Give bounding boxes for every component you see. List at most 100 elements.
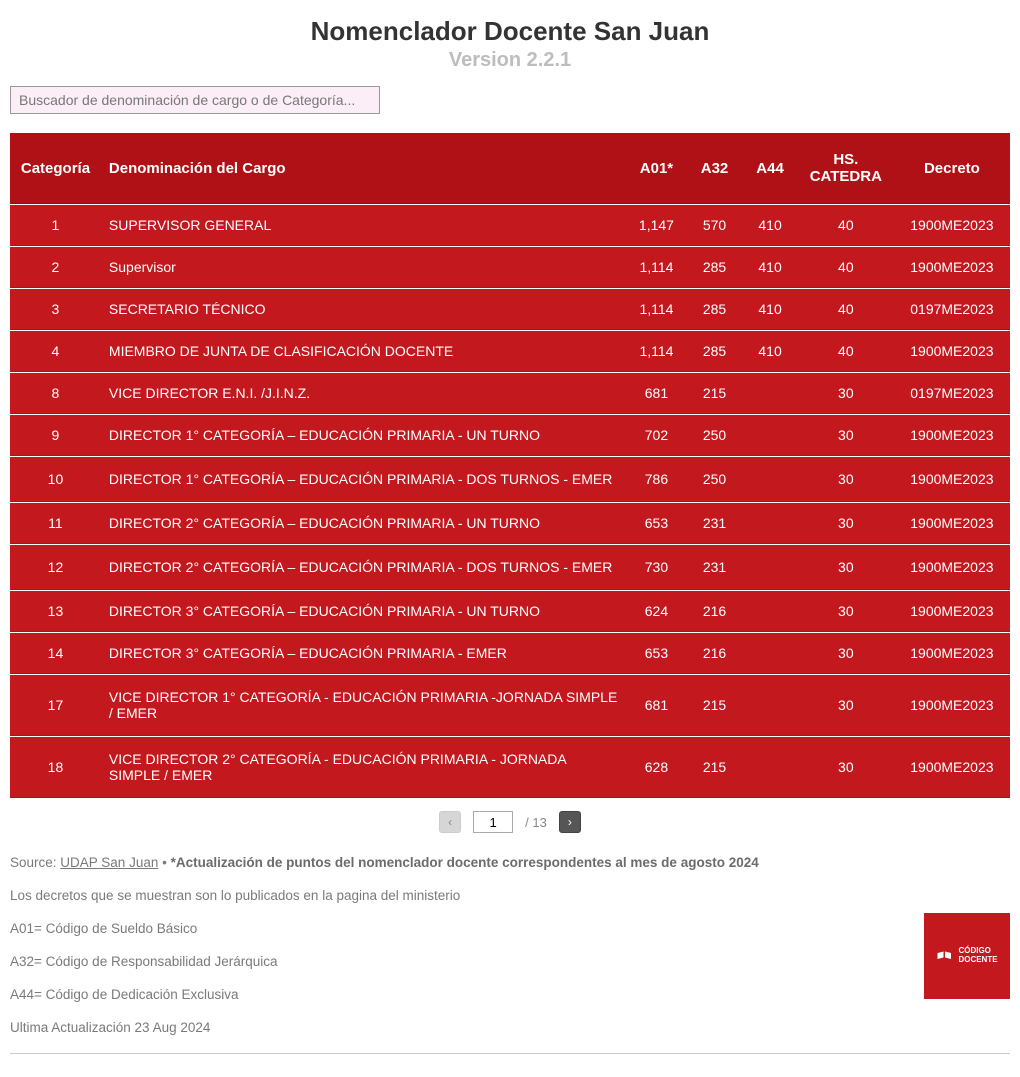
cell-denominacion: VICE DIRECTOR 2° CATEGORÍA - EDUCACIÓN P…	[101, 737, 626, 798]
cell-categoria: 13	[10, 591, 101, 632]
cell-a01: 628	[626, 737, 687, 798]
cell-a01: 702	[626, 415, 687, 456]
cell-hs: 30	[798, 737, 894, 798]
cell-categoria: 11	[10, 503, 101, 544]
cell-a32: 250	[687, 457, 743, 502]
cell-decreto: 1900ME2023	[894, 457, 1010, 502]
cell-denominacion: SECRETARIO TÉCNICO	[101, 289, 626, 330]
table-row[interactable]: 13DIRECTOR 3° CATEGORÍA – EDUCACIÓN PRIM…	[10, 591, 1010, 632]
cell-denominacion: DIRECTOR 1° CATEGORÍA – EDUCACIÓN PRIMAR…	[101, 415, 626, 456]
cell-hs: 30	[798, 633, 894, 674]
cell-a01: 730	[626, 545, 687, 590]
cell-hs: 40	[798, 205, 894, 246]
col-header-decreto[interactable]: Decreto	[894, 133, 1010, 204]
cell-denominacion: SUPERVISOR GENERAL	[101, 205, 626, 246]
cell-a01: 624	[626, 591, 687, 632]
cell-denominacion: DIRECTOR 3° CATEGORÍA – EDUCACIÓN PRIMAR…	[101, 633, 626, 674]
cell-decreto: 1900ME2023	[894, 247, 1010, 288]
cell-denominacion: DIRECTOR 3° CATEGORÍA – EDUCACIÓN PRIMAR…	[101, 591, 626, 632]
cell-hs: 30	[798, 675, 894, 736]
table-row[interactable]: 17VICE DIRECTOR 1° CATEGORÍA - EDUCACIÓN…	[10, 675, 1010, 736]
table-row[interactable]: 8VICE DIRECTOR E.N.I. /J.I.N.Z.681215300…	[10, 373, 1010, 414]
cell-categoria: 12	[10, 545, 101, 590]
cell-categoria: 4	[10, 331, 101, 372]
cell-a01: 786	[626, 457, 687, 502]
source-sep: •	[158, 855, 170, 870]
table-row[interactable]: 2Supervisor1,114285410401900ME2023	[10, 247, 1010, 288]
col-header-hs-catedra[interactable]: HS. CATEDRA	[798, 133, 894, 204]
table-row[interactable]: 9DIRECTOR 1° CATEGORÍA – EDUCACIÓN PRIMA…	[10, 415, 1010, 456]
cell-a44	[742, 457, 798, 502]
col-header-a44[interactable]: A44	[742, 133, 798, 204]
table-row[interactable]: 1SUPERVISOR GENERAL1,147570410401900ME20…	[10, 205, 1010, 246]
cell-decreto: 1900ME2023	[894, 545, 1010, 590]
cell-decreto: 1900ME2023	[894, 205, 1010, 246]
cell-hs: 40	[798, 331, 894, 372]
cell-hs: 30	[798, 373, 894, 414]
cell-a44	[742, 675, 798, 736]
logo-book-icon	[936, 950, 954, 962]
col-header-categoria[interactable]: Categoría	[10, 133, 101, 204]
nomenclador-table: Categoría Denominación del Cargo A01* A3…	[10, 132, 1010, 799]
cell-a01: 1,147	[626, 205, 687, 246]
col-header-denominacion[interactable]: Denominación del Cargo	[101, 133, 626, 204]
source-link[interactable]: UDAP San Juan	[60, 855, 158, 870]
cell-a44	[742, 737, 798, 798]
cell-denominacion: DIRECTOR 1° CATEGORÍA – EDUCACIÓN PRIMAR…	[101, 457, 626, 502]
cell-decreto: 1900ME2023	[894, 503, 1010, 544]
pager-total-label: / 13	[525, 815, 547, 830]
cell-a44	[742, 415, 798, 456]
table-row[interactable]: 11DIRECTOR 2° CATEGORÍA – EDUCACIÓN PRIM…	[10, 503, 1010, 544]
col-header-a32[interactable]: A32	[687, 133, 743, 204]
cell-a32: 250	[687, 415, 743, 456]
table-row[interactable]: 12DIRECTOR 2° CATEGORÍA – EDUCACIÓN PRIM…	[10, 545, 1010, 590]
version-label: Version 2.2.1	[10, 49, 1010, 72]
cell-a44	[742, 373, 798, 414]
table-header-row: Categoría Denominación del Cargo A01* A3…	[10, 133, 1010, 204]
cell-a01: 1,114	[626, 331, 687, 372]
cell-a32: 285	[687, 331, 743, 372]
source-label: Source:	[10, 855, 60, 870]
table-row[interactable]: 4MIEMBRO DE JUNTA DE CLASIFICACIÓN DOCEN…	[10, 331, 1010, 372]
footer-a01-legend: A01= Código de Sueldo Básico	[10, 921, 1010, 936]
cell-decreto: 1900ME2023	[894, 675, 1010, 736]
cell-a44: 410	[742, 205, 798, 246]
cell-a32: 215	[687, 737, 743, 798]
pagination: ‹ / 13 ›	[10, 811, 1010, 833]
cell-a01: 1,114	[626, 289, 687, 330]
cell-a32: 285	[687, 289, 743, 330]
cell-decreto: 1900ME2023	[894, 591, 1010, 632]
col-header-a01[interactable]: A01*	[626, 133, 687, 204]
table-row[interactable]: 14DIRECTOR 3° CATEGORÍA – EDUCACIÓN PRIM…	[10, 633, 1010, 674]
cell-hs: 30	[798, 503, 894, 544]
cell-decreto: 1900ME2023	[894, 737, 1010, 798]
search-input[interactable]	[10, 86, 380, 114]
footer-decretos-note: Los decretos que se muestran son lo publ…	[10, 888, 1010, 903]
cell-categoria: 18	[10, 737, 101, 798]
logo-badge[interactable]: CÓDIGODOCENTE	[924, 913, 1010, 999]
cell-categoria: 3	[10, 289, 101, 330]
cell-categoria: 9	[10, 415, 101, 456]
cell-hs: 30	[798, 415, 894, 456]
cell-a01: 681	[626, 675, 687, 736]
pager-next-button[interactable]: ›	[559, 811, 581, 833]
footer-a44-legend: A44= Código de Dedicación Exclusiva	[10, 987, 1010, 1002]
cell-decreto: 1900ME2023	[894, 331, 1010, 372]
cell-categoria: 8	[10, 373, 101, 414]
cell-a32: 215	[687, 373, 743, 414]
source-update-note: *Actualización de puntos del nomenclador…	[171, 855, 759, 870]
cell-a44: 410	[742, 331, 798, 372]
table-row[interactable]: 18VICE DIRECTOR 2° CATEGORÍA - EDUCACIÓN…	[10, 737, 1010, 798]
table-row[interactable]: 3SECRETARIO TÉCNICO1,114285410400197ME20…	[10, 289, 1010, 330]
cell-categoria: 17	[10, 675, 101, 736]
cell-hs: 40	[798, 247, 894, 288]
logo-text: CÓDIGODOCENTE	[958, 947, 997, 965]
pager-page-input[interactable]	[473, 811, 513, 833]
table-row[interactable]: 10DIRECTOR 1° CATEGORÍA – EDUCACIÓN PRIM…	[10, 457, 1010, 502]
cell-decreto: 1900ME2023	[894, 415, 1010, 456]
cell-decreto: 1900ME2023	[894, 633, 1010, 674]
pager-prev-button[interactable]: ‹	[439, 811, 461, 833]
cell-a44	[742, 545, 798, 590]
cell-a32: 216	[687, 633, 743, 674]
cell-categoria: 2	[10, 247, 101, 288]
